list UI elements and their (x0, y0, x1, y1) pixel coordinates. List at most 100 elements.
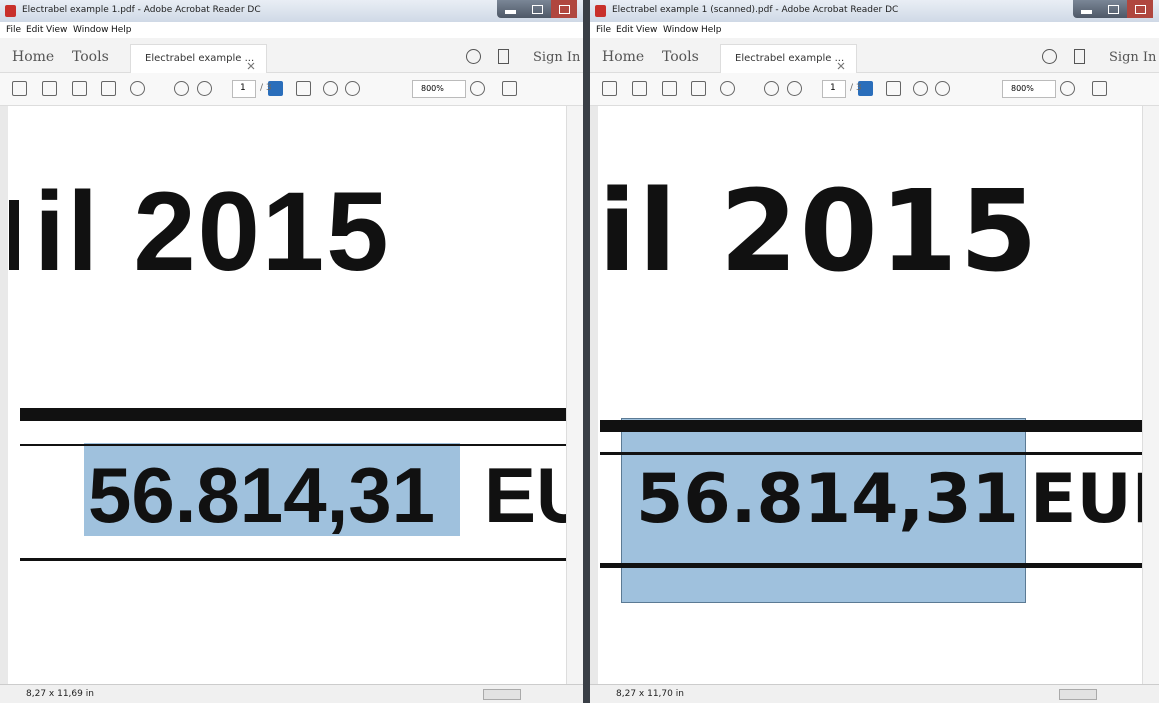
zoom-value: 800% (421, 84, 444, 93)
menu-item[interactable]: File (6, 25, 21, 35)
help-icon[interactable] (466, 49, 481, 64)
print-button[interactable] (72, 81, 87, 96)
zoom-select[interactable]: 800% (412, 80, 466, 98)
maximize-button[interactable] (524, 0, 550, 18)
document-tab[interactable]: Electrabel example ... (720, 44, 857, 73)
window-title: Electrabel example 1 (scanned).pdf - Ado… (612, 5, 898, 15)
sign-in[interactable]: Sign In (1109, 50, 1156, 65)
more-tools-button[interactable] (1092, 81, 1107, 96)
maximize-button[interactable] (1100, 0, 1126, 18)
home-tab[interactable]: Home (12, 49, 54, 65)
sign-in[interactable]: Sign In (533, 50, 580, 65)
menu-item[interactable]: Edit (616, 25, 633, 35)
prev-page-button[interactable] (764, 81, 779, 96)
menu-item[interactable]: Edit (26, 25, 43, 35)
mobile-icon[interactable] (498, 49, 509, 64)
zoom-in-button[interactable] (345, 81, 360, 96)
page-total: / 3 (850, 83, 862, 93)
minimize-icon (505, 10, 516, 14)
maximize-icon (1108, 5, 1119, 14)
horizontal-scroll-thumb[interactable] (1059, 689, 1097, 700)
partial-glyph (9, 200, 19, 270)
email-button[interactable] (691, 81, 706, 96)
window-title: Electrabel example 1.pdf - Adobe Acrobat… (22, 5, 261, 15)
upload-button[interactable] (42, 81, 57, 96)
hand-tool-button[interactable] (296, 81, 311, 96)
tools-tab[interactable]: Tools (662, 49, 699, 65)
page-number-input[interactable]: 1 (232, 80, 256, 98)
page-size: 8,27 x 11,70 in (616, 689, 684, 699)
rule-line (600, 420, 1142, 432)
close-button[interactable] (551, 0, 577, 18)
menu-item[interactable]: View (636, 25, 657, 35)
left-margin (590, 106, 598, 684)
status-bar: 8,27 x 11,69 in (0, 684, 583, 703)
upload-button[interactable] (632, 81, 647, 96)
fit-page-button[interactable] (470, 81, 485, 96)
close-button[interactable] (1127, 0, 1153, 18)
search-button[interactable] (130, 81, 145, 96)
left-margin (0, 106, 8, 684)
zoom-out-button[interactable] (913, 81, 928, 96)
page-number: 1 (830, 83, 836, 93)
title-bar: Electrabel example 1.pdf - Adobe Acrobat… (0, 0, 583, 22)
help-icon[interactable] (1042, 49, 1057, 64)
tab-bar: Home Tools Electrabel example ... Sign In (590, 38, 1159, 73)
rule-line (20, 558, 566, 561)
tools-tab[interactable]: Tools (72, 49, 109, 65)
fit-page-button[interactable] (1060, 81, 1075, 96)
email-button[interactable] (101, 81, 116, 96)
document-tab-label: Electrabel example ... (145, 53, 254, 64)
page-number-input[interactable]: 1 (822, 80, 846, 98)
minimize-button[interactable] (1073, 0, 1099, 18)
vertical-scrollbar[interactable] (566, 106, 583, 684)
save-button[interactable] (602, 81, 617, 96)
acrobat-window: Electrabel example 1.pdf - Adobe Acrobat… (0, 0, 583, 703)
search-button[interactable] (720, 81, 735, 96)
minimize-button[interactable] (497, 0, 523, 18)
vertical-scrollbar[interactable] (1142, 106, 1159, 684)
rule-line (20, 444, 566, 446)
zoom-select[interactable]: 800% (1002, 80, 1056, 98)
currency-text: EUR (484, 456, 566, 534)
acrobat-window: Electrabel example 1 (scanned).pdf - Ado… (590, 0, 1159, 703)
tab-close[interactable] (837, 55, 845, 63)
menu-item[interactable]: Window (73, 25, 109, 35)
page-number: 1 (240, 83, 246, 93)
currency-text: EUR (1030, 466, 1142, 534)
document-tab[interactable]: Electrabel example ... (130, 44, 267, 73)
minimize-icon (1081, 10, 1092, 14)
menu-item[interactable]: File (596, 25, 611, 35)
close-icon (559, 5, 570, 14)
hand-tool-button[interactable] (886, 81, 901, 96)
close-icon (1135, 5, 1146, 14)
mobile-icon[interactable] (1074, 49, 1085, 64)
menu-item[interactable]: Help (701, 25, 722, 35)
tab-bar: Home Tools Electrabel example ... Sign In (0, 38, 583, 73)
menu-item[interactable]: Window (663, 25, 699, 35)
print-button[interactable] (662, 81, 677, 96)
menu-item[interactable]: View (46, 25, 67, 35)
zoom-out-button[interactable] (323, 81, 338, 96)
prev-page-button[interactable] (174, 81, 189, 96)
close-icon (247, 62, 255, 70)
app-icon (595, 5, 606, 17)
zoom-value: 800% (1011, 84, 1034, 93)
home-tab[interactable]: Home (602, 49, 644, 65)
horizontal-scroll-thumb[interactable] (483, 689, 521, 700)
more-tools-button[interactable] (502, 81, 517, 96)
save-button[interactable] (12, 81, 27, 96)
next-page-button[interactable] (787, 81, 802, 96)
heading-text: il 2015 (598, 176, 1040, 288)
menu-item[interactable]: Help (111, 25, 132, 35)
tab-close[interactable] (247, 55, 255, 63)
window-buttons (1073, 0, 1153, 18)
next-page-button[interactable] (197, 81, 212, 96)
rule-line (600, 563, 1142, 568)
zoom-in-button[interactable] (935, 81, 950, 96)
